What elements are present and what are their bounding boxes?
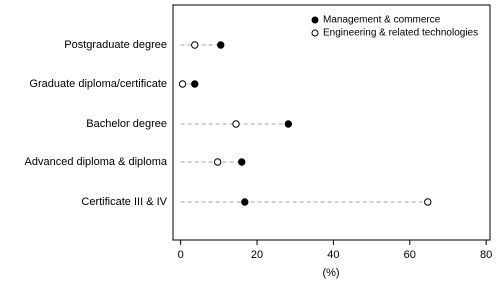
y-tick-label: Bachelor degree bbox=[86, 118, 167, 130]
dot bbox=[241, 198, 249, 206]
dot bbox=[284, 120, 293, 128]
y-tick-label: Postgraduate degree bbox=[64, 39, 167, 51]
legend-label: Management & commerce bbox=[323, 15, 441, 26]
legend-label: Engineering & related technologies bbox=[323, 28, 478, 39]
y-tick-label: Certificate III & IV bbox=[81, 196, 167, 208]
dot bbox=[178, 80, 187, 88]
y-tick-label: Graduate diploma/certificate bbox=[29, 78, 167, 90]
x-tick-label: 20 bbox=[251, 249, 263, 261]
x-tick-label: 60 bbox=[404, 249, 416, 261]
y-tick-label: Advanced diploma & diploma bbox=[25, 156, 168, 168]
legend-marker bbox=[311, 16, 319, 24]
dot bbox=[238, 158, 246, 166]
legend-marker bbox=[311, 29, 319, 37]
dot bbox=[213, 158, 222, 166]
x-tick-label: 40 bbox=[327, 249, 339, 261]
dot bbox=[424, 198, 432, 206]
plot-frame bbox=[172, 4, 491, 241]
dot bbox=[191, 80, 199, 88]
x-axis-label: (%) bbox=[322, 267, 339, 279]
dot bbox=[232, 120, 240, 128]
x-tick-label: 80 bbox=[480, 249, 492, 261]
legend: Management & commerce Engineering & relat… bbox=[311, 15, 478, 39]
x-tick-label: 0 bbox=[178, 249, 184, 261]
dot bbox=[217, 41, 225, 49]
dot bbox=[191, 41, 199, 49]
